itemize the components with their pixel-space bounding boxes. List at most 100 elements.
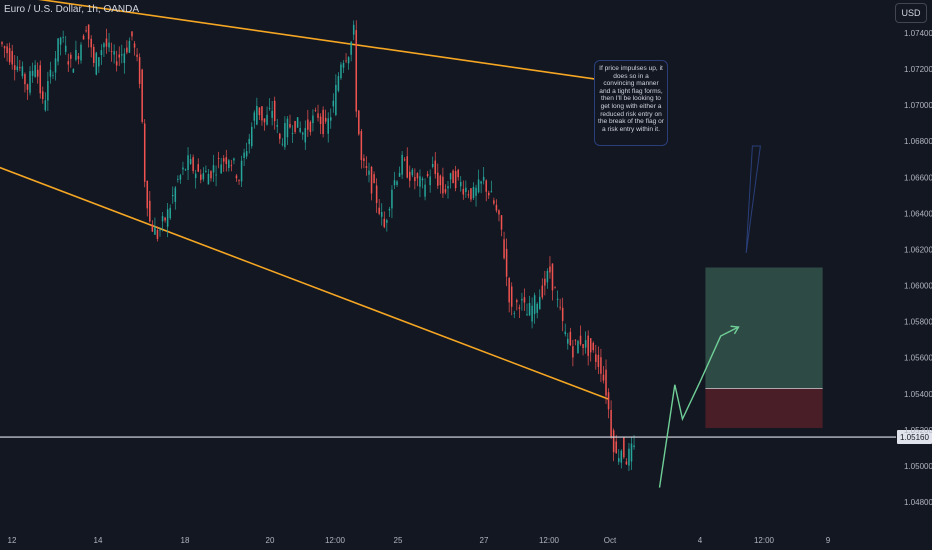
price-marker-label: 1.05160 (900, 433, 929, 442)
candle-body (477, 179, 480, 193)
candle-body (294, 121, 296, 133)
candle (164, 216, 166, 223)
candle (192, 154, 194, 174)
candle (449, 172, 452, 189)
time-axis[interactable]: 12 14 18 20 12:00 25 27 12:00 Oct 4 12:00 9 (8, 536, 831, 545)
candle-body (541, 285, 544, 298)
candle (205, 165, 207, 173)
candle-body (90, 38, 92, 48)
price-marker: 1.05160 (897, 430, 932, 445)
candle (610, 400, 612, 440)
candle-body (500, 215, 503, 230)
candle-body (200, 174, 202, 180)
candle (36, 62, 39, 84)
x-tick-label: 18 (181, 536, 190, 545)
candle (11, 44, 13, 70)
candle-body (396, 181, 398, 185)
candle-body (113, 51, 115, 55)
candle (523, 288, 526, 311)
candle (230, 159, 233, 172)
candle (516, 298, 518, 311)
candle-body (409, 171, 411, 181)
candle-body (220, 164, 222, 174)
candle (447, 181, 449, 199)
candle (39, 60, 41, 99)
candle (426, 170, 429, 178)
candle-body (452, 170, 454, 184)
candle (536, 302, 538, 319)
candle-body (503, 239, 505, 259)
candle (1, 40, 3, 47)
candle-body (266, 114, 268, 125)
candle-body (431, 164, 434, 167)
candle-body (475, 187, 477, 196)
candle-body (467, 194, 470, 196)
candle (551, 263, 554, 301)
candle-body (248, 138, 250, 145)
candle (47, 71, 49, 111)
candle (138, 53, 141, 89)
candle (493, 197, 495, 206)
candles (1, 20, 635, 472)
candle (327, 112, 329, 143)
candle-body (393, 180, 396, 186)
candle (31, 62, 34, 83)
candle-body (268, 108, 271, 109)
candle-body (240, 160, 243, 182)
candle-body (531, 305, 533, 322)
candle-body (8, 48, 11, 63)
candle-body (194, 173, 197, 179)
candle-body (335, 84, 337, 116)
candle-body (434, 160, 437, 175)
candle (503, 231, 505, 260)
candle (243, 148, 245, 167)
candle-body (149, 200, 151, 222)
candle (6, 43, 8, 62)
candle (146, 180, 149, 217)
candle (105, 28, 108, 54)
candle-body (567, 338, 569, 344)
candle (370, 165, 373, 201)
candle (194, 169, 197, 189)
currency-button[interactable]: USD (895, 3, 927, 23)
candle-body (610, 409, 612, 437)
candle (21, 61, 24, 79)
candle-body (42, 91, 44, 100)
candle-body (64, 45, 67, 52)
profit-zone (705, 267, 823, 389)
candle (347, 56, 350, 70)
candle-body (141, 69, 143, 122)
y-tick-label: 1.05200 (904, 426, 932, 435)
candle (595, 344, 597, 370)
candle-body (202, 173, 205, 180)
candle-body (419, 176, 421, 187)
candle (401, 150, 403, 180)
candle (64, 36, 67, 55)
candle (166, 202, 169, 238)
candle-body (243, 152, 245, 159)
candle (457, 168, 459, 181)
candle-body (177, 178, 179, 180)
candle (95, 51, 98, 76)
candle (87, 24, 90, 48)
candle-body (138, 57, 141, 84)
candle-body (521, 299, 523, 301)
candle (403, 157, 406, 162)
candle (597, 346, 600, 375)
candle-body (536, 303, 538, 313)
candle-body (121, 54, 123, 56)
candle (541, 278, 544, 300)
candle (294, 120, 296, 135)
candle (623, 436, 625, 459)
candle-body (579, 335, 582, 345)
candle (296, 117, 299, 128)
symbol-title: Euro / U.S. Dollar, 1h, OANDA (4, 4, 140, 15)
candle (454, 165, 457, 192)
candle (600, 348, 602, 383)
candle (149, 191, 151, 223)
price-axis[interactable]: 1.07400 1.07200 1.07000 1.06800 1.06600 1.064… (904, 29, 932, 507)
candle-body (70, 54, 72, 59)
candle (625, 458, 628, 465)
y-tick-label: 1.05600 (904, 354, 932, 363)
